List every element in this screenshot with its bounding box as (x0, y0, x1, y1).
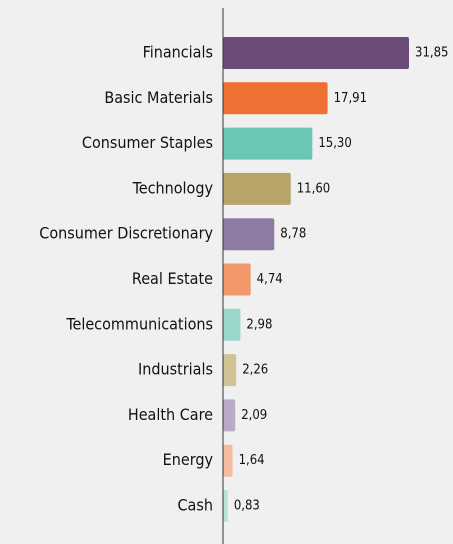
value-label: 17,91 (334, 91, 367, 106)
value-label: 0,83 (234, 499, 260, 514)
bar (223, 354, 237, 387)
value-label: 31,85 (415, 46, 448, 61)
bar (223, 308, 241, 341)
bar (223, 127, 313, 160)
category-label: Energy (163, 450, 214, 469)
bar (223, 490, 228, 522)
bar (223, 82, 328, 115)
value-label: 1,64 (239, 453, 265, 468)
value-label: 11,60 (297, 181, 330, 196)
value-label: 8,78 (280, 227, 306, 242)
category-label: Consumer Discretionary (39, 224, 213, 243)
category-label: Health Care (128, 405, 213, 424)
category-label: Industrials (138, 360, 213, 379)
bar (223, 218, 275, 251)
category-label: Telecommunications (65, 314, 213, 333)
value-label: 2,09 (241, 408, 267, 423)
bar (223, 399, 236, 432)
value-label: 2,98 (246, 317, 272, 332)
value-label: 2,26 (242, 363, 268, 378)
value-label: 4,74 (257, 272, 283, 287)
bar (223, 37, 410, 69)
bar (223, 444, 233, 477)
bar (223, 172, 291, 205)
value-label: 15,30 (318, 136, 351, 151)
category-label: Technology (132, 178, 214, 197)
category-label: Basic Materials (104, 88, 213, 107)
category-label: Financials (143, 43, 213, 62)
category-label: Real Estate (132, 269, 213, 288)
category-label: Cash (178, 496, 214, 515)
bar (223, 263, 251, 296)
category-label: Consumer Staples (82, 133, 213, 152)
